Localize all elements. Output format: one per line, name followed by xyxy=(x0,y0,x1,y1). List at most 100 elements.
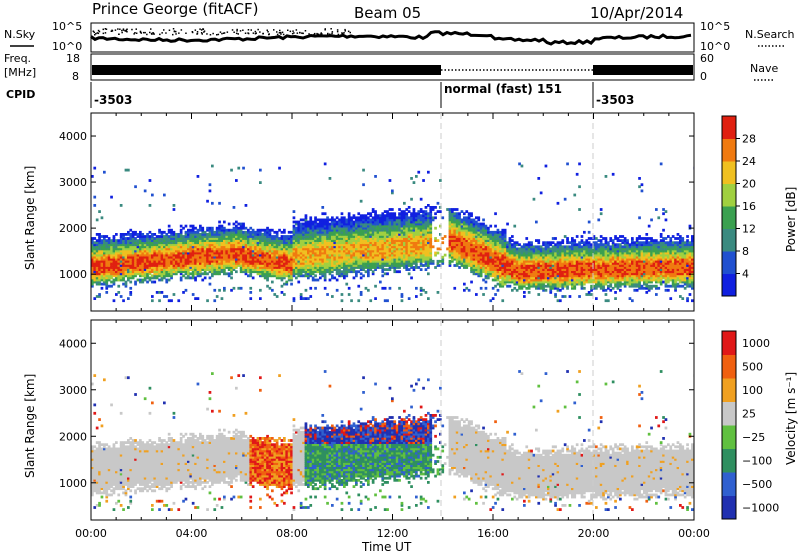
power-cell xyxy=(326,245,329,249)
power-cell xyxy=(460,262,464,265)
power-cell xyxy=(309,224,313,228)
power-cell xyxy=(429,230,433,234)
power-cell xyxy=(542,270,545,274)
power-cell xyxy=(179,253,183,257)
power-cell xyxy=(343,222,346,226)
power-cell xyxy=(417,212,421,216)
power-cell xyxy=(374,214,377,218)
power-cell xyxy=(532,259,536,263)
power-cell xyxy=(532,274,536,278)
power-cell xyxy=(535,245,538,249)
power-cell xyxy=(323,230,327,234)
power-cell xyxy=(143,262,147,265)
power-cell xyxy=(290,278,293,282)
power-cell xyxy=(158,264,161,267)
power-cell xyxy=(187,270,190,274)
power-cell xyxy=(343,276,346,280)
power-cell xyxy=(499,239,502,242)
power-cell xyxy=(148,270,152,274)
power-cell xyxy=(398,237,401,240)
power-cell xyxy=(163,272,166,276)
power-cell xyxy=(523,243,526,247)
power-cell xyxy=(376,259,380,263)
power-cell xyxy=(189,272,193,276)
power-cell xyxy=(172,247,176,251)
power-cell xyxy=(403,257,406,261)
power-cell xyxy=(225,237,229,240)
power-cell xyxy=(280,291,284,294)
nsky-point xyxy=(278,32,281,34)
power-cell xyxy=(115,270,118,274)
power-cell xyxy=(475,270,478,274)
power-cell xyxy=(479,274,483,278)
power-cell xyxy=(369,264,373,267)
power-cell xyxy=(275,243,279,247)
nsky-point xyxy=(223,32,226,34)
power-cell xyxy=(422,210,425,213)
nsky-point xyxy=(121,29,123,32)
power-cell xyxy=(338,220,341,224)
power-cell xyxy=(470,222,473,226)
power-cell xyxy=(376,214,380,218)
power-cell xyxy=(134,247,137,251)
power-cell xyxy=(206,249,209,253)
power-cell xyxy=(194,259,197,263)
nsky-point xyxy=(110,30,113,32)
power-cell xyxy=(400,226,404,230)
power-cell xyxy=(290,276,293,280)
power-cell xyxy=(544,264,548,267)
power-cell xyxy=(405,212,409,216)
power-cell xyxy=(359,259,363,263)
power-cell xyxy=(259,264,262,267)
power-cell xyxy=(477,272,481,276)
power-cell xyxy=(134,262,137,265)
power-cell xyxy=(139,233,142,236)
power-cell xyxy=(319,233,322,236)
power-cell xyxy=(355,259,358,263)
power-cell xyxy=(530,266,533,269)
nsky-point xyxy=(159,33,161,36)
power-cell xyxy=(311,251,315,255)
power-cell xyxy=(129,272,133,276)
power-cell xyxy=(484,259,488,263)
power-cell xyxy=(419,197,423,201)
nsky-point xyxy=(139,30,142,33)
power-cell xyxy=(311,230,315,234)
power-cell xyxy=(100,272,104,276)
power-cell xyxy=(405,255,409,259)
power-cell xyxy=(290,262,293,265)
power-cell xyxy=(158,257,161,261)
power-cell xyxy=(513,262,517,265)
power-cell xyxy=(491,278,495,282)
power-cell xyxy=(285,241,289,245)
power-cell xyxy=(316,249,320,253)
power-cell xyxy=(314,286,317,290)
power-cell xyxy=(321,237,325,240)
power-cell xyxy=(331,233,334,236)
power-cell xyxy=(297,241,301,245)
power-cell xyxy=(285,237,289,240)
power-cell xyxy=(451,243,454,247)
power-cell xyxy=(544,255,548,259)
power-cell xyxy=(328,237,332,240)
power-cell xyxy=(261,237,265,240)
power-cell xyxy=(141,262,145,265)
power-cell xyxy=(491,249,495,253)
power-cell xyxy=(379,253,382,257)
power-cell xyxy=(319,270,322,274)
power-cell xyxy=(501,228,505,232)
power-cell xyxy=(273,264,277,267)
power-cell xyxy=(112,253,116,257)
power-cell xyxy=(309,241,313,245)
power-cell xyxy=(129,270,133,274)
power-cell xyxy=(295,251,298,255)
power-cell xyxy=(211,262,214,265)
power-cell xyxy=(415,175,418,178)
power-cell xyxy=(331,251,334,255)
power-cell xyxy=(350,241,353,245)
power-cell xyxy=(211,247,214,251)
power-cell xyxy=(256,247,260,251)
power-cell xyxy=(393,222,397,226)
power-cell xyxy=(153,247,157,251)
power-cell xyxy=(299,247,303,251)
